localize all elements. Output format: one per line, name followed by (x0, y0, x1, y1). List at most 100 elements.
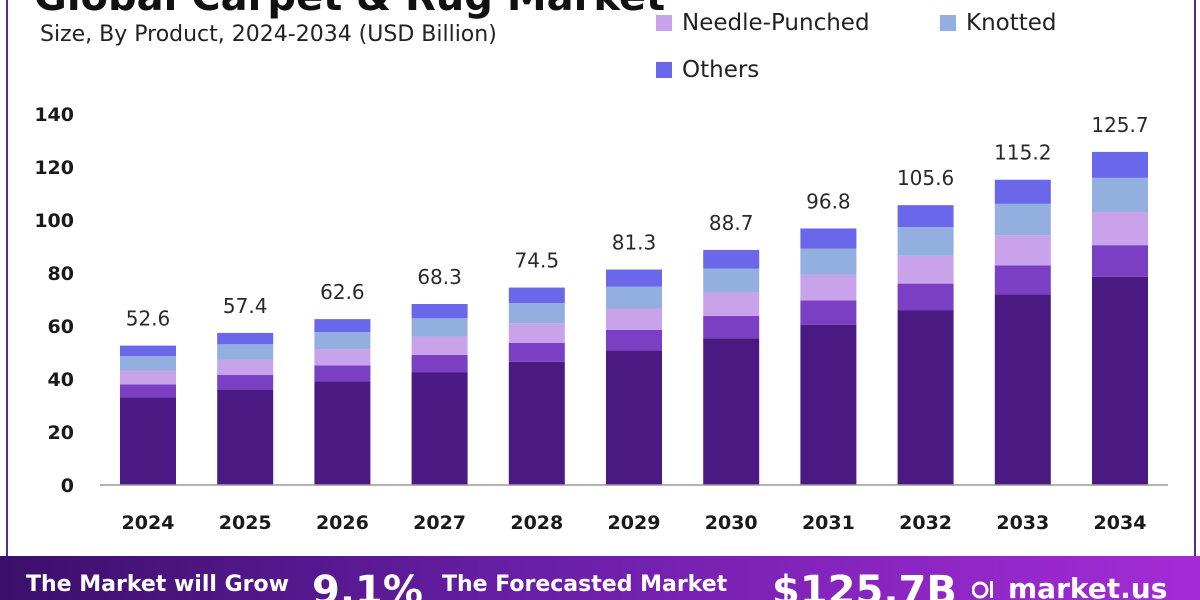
bar-segment (411, 318, 468, 337)
bar-segment (897, 255, 954, 284)
x-tick-label: 2030 (705, 512, 758, 534)
bar-segment (217, 359, 274, 376)
y-tick-label: 60 (48, 316, 74, 338)
bar-segment (217, 375, 274, 390)
bar-segment (800, 228, 857, 249)
bar-segment (1092, 177, 1148, 213)
bar-total-label: 115.2 (994, 141, 1051, 165)
bar-total-label: 81.3 (612, 231, 657, 255)
y-tick-label: 140 (34, 104, 74, 126)
legend-swatch-needle-punched (656, 15, 672, 31)
bar-segment (703, 268, 760, 293)
x-tick-label: 2034 (1094, 512, 1147, 534)
bar-segment (897, 283, 954, 311)
bar-total-label: 74.5 (515, 249, 560, 273)
bar-segment (314, 381, 371, 485)
bar-segment (994, 265, 1051, 295)
bar-segment (897, 205, 954, 228)
bar-segment (217, 389, 274, 485)
bar-segment (897, 310, 954, 485)
bar-segment (314, 319, 371, 333)
bar-segment (703, 338, 760, 485)
bar-segment (508, 287, 565, 304)
bar-segment (120, 370, 176, 385)
bar-segment (508, 361, 565, 485)
bar-segment (120, 397, 176, 485)
bar-total-label: 68.3 (417, 265, 462, 289)
bar-segment (1092, 151, 1148, 178)
brand-name: market.us (1008, 572, 1168, 600)
bar-segment (411, 372, 468, 485)
bar-segment (508, 342, 565, 362)
bar-segment (314, 332, 371, 350)
x-tick-label: 2029 (608, 512, 661, 534)
bar-segment (120, 356, 176, 371)
legend-label-needle-punched: Needle-Punched (682, 10, 870, 36)
bar-segment (606, 269, 662, 287)
y-tick-label: 120 (34, 157, 74, 179)
bar-segment (411, 354, 468, 373)
footer-grow-text: The Market will Grow (26, 572, 289, 597)
bar-segment (1092, 276, 1148, 485)
bar-segment (411, 304, 468, 319)
x-tick-label: 2032 (899, 512, 952, 534)
x-tick-label: 2031 (802, 512, 855, 534)
bar-segment (800, 274, 857, 301)
legend-label-others: Others (682, 57, 760, 83)
x-tick-label: 2027 (413, 512, 466, 534)
bar-segment (606, 329, 662, 351)
bar-total-label: 105.6 (897, 166, 954, 190)
bar-segment (120, 345, 176, 357)
footer-banner: The Market will Grow 9.1% The Forecasted… (0, 556, 1200, 600)
legend-item-needle-punched: Needle-Punched (656, 10, 870, 36)
legend-item-knotted: Knotted (940, 10, 1057, 36)
brand-logo: market.us (972, 572, 1167, 600)
legend-label-knotted: Knotted (966, 10, 1057, 36)
footer-forecast-text: The Forecasted Market (442, 572, 728, 597)
bar-segment (897, 227, 954, 256)
bar-segment (314, 365, 371, 382)
legend-swatch-others (656, 62, 672, 78)
y-tick-label: 100 (34, 210, 74, 232)
bar-total-label: 57.4 (223, 294, 268, 318)
legend-swatch-knotted (940, 15, 956, 31)
y-tick-label: 20 (48, 422, 74, 444)
bar-segment (994, 294, 1051, 485)
bar-segment (994, 179, 1051, 204)
bar-total-label: 52.6 (126, 307, 171, 331)
bar-segment (800, 248, 857, 275)
bar-total-label: 88.7 (709, 211, 754, 235)
bar-segment (703, 315, 760, 339)
bar-segment (994, 235, 1051, 266)
brand-logo-icon (972, 580, 993, 598)
bar-segment (1092, 245, 1148, 277)
y-tick-label: 0 (61, 475, 74, 497)
chart-frame (6, 0, 1196, 556)
bar-segment (703, 292, 760, 316)
chart-subtitle: Size, By Product, 2024-2034 (USD Billion… (40, 22, 497, 47)
bar-total-label: 62.6 (320, 280, 365, 304)
x-tick-label: 2026 (316, 512, 369, 534)
chart-title: Global Carpet & Rug Market (34, 0, 665, 20)
bar-segment (314, 349, 371, 366)
legend-item-others: Others (656, 57, 759, 83)
x-tick-label: 2024 (122, 512, 175, 534)
bar-segment (120, 384, 176, 398)
y-tick-label: 40 (48, 369, 74, 391)
bar-segment (800, 324, 857, 485)
bar-segment (703, 249, 760, 269)
y-tick-label: 80 (48, 263, 74, 285)
bar-segment (606, 350, 662, 485)
bar-segment (411, 336, 468, 355)
x-tick-label: 2028 (510, 512, 563, 534)
bar-total-label: 96.8 (806, 189, 851, 213)
bar-segment (1092, 212, 1148, 246)
footer-cagr-value: 9.1% (312, 568, 423, 600)
footer-forecast-value: $125.7B (772, 568, 957, 600)
x-tick-label: 2033 (996, 512, 1049, 534)
x-tick-label: 2025 (219, 512, 272, 534)
bar-total-label: 125.7 (1091, 113, 1148, 137)
bar-segment (994, 203, 1051, 236)
bar-segment (217, 332, 274, 345)
bar-segment (217, 344, 274, 360)
